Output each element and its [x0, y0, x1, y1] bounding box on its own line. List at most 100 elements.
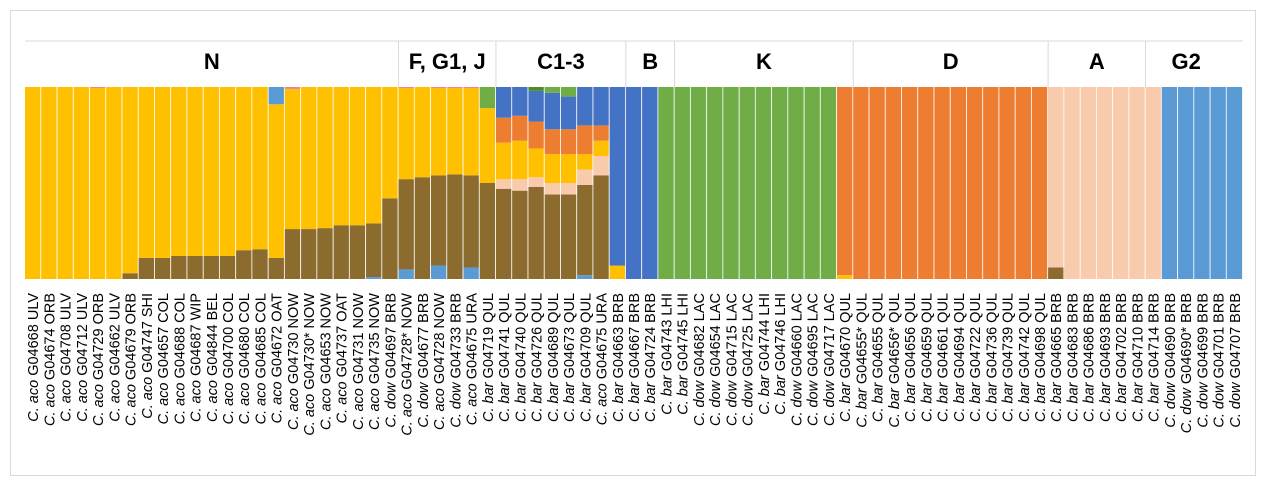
population-code: QUL — [578, 293, 594, 327]
bar-segment-yellow — [236, 87, 253, 251]
bar-segment-lightblue — [1210, 87, 1227, 279]
bar-G04709 — [577, 87, 594, 279]
bar-gap — [218, 87, 220, 279]
bar-gap — [1030, 87, 1032, 279]
species-abbrev: C. bar — [676, 374, 692, 415]
group-label: C1-3 — [537, 49, 585, 74]
bar-segment-lightblue — [463, 267, 480, 279]
sample-label: C. bar G04742 QUL — [1017, 293, 1033, 422]
sample-id: G04675 — [465, 328, 481, 384]
bar-segment-brown — [528, 186, 545, 279]
sample-id: G04656* — [887, 326, 903, 388]
bar-segment-orange — [577, 125, 594, 155]
species-abbrev: C. bar — [627, 381, 643, 422]
bar-segment-yellow — [609, 265, 626, 279]
sample-label: C. aco G04687 WIP — [189, 293, 205, 422]
bar-segment-brown — [577, 184, 594, 276]
species-abbrev: C. dow — [822, 379, 838, 426]
species-abbrev: C. dow — [1228, 381, 1244, 428]
bar-G04687 — [187, 87, 204, 279]
sample-id: G04744 — [757, 320, 773, 376]
species-abbrev: C. aco — [318, 388, 334, 430]
bar-segment-green — [560, 87, 578, 97]
bar-gap — [624, 87, 626, 279]
sample-label: C. dow G04677 BRB — [416, 293, 432, 428]
bar-segment-yellow — [837, 275, 854, 279]
bar-gap — [478, 87, 480, 279]
bar-segment-orange — [1015, 87, 1032, 279]
bar-gap — [1047, 87, 1049, 279]
species-abbrev: C. bar — [1130, 381, 1146, 422]
population-code: BRB — [448, 293, 464, 327]
species-abbrev: C. bar — [1001, 381, 1017, 422]
bar-segment-brown — [219, 255, 237, 279]
sample-id: G04673 — [562, 327, 578, 383]
bar-gap — [527, 87, 529, 279]
bar-gap — [121, 87, 123, 279]
bar-segment-orange — [528, 121, 545, 149]
bar-gap — [738, 87, 740, 279]
bar-gap — [966, 87, 967, 279]
bar-segment-green — [674, 87, 691, 279]
bar-G04743 — [658, 87, 675, 279]
bar-segment-yellow — [479, 108, 496, 183]
bar-G04660 — [788, 87, 805, 279]
sample-label: C. bar G04686 BRB — [1082, 293, 1098, 422]
sample-id: G04731 — [351, 332, 367, 388]
species-abbrev: C. aco — [595, 383, 611, 425]
bar-G04661 — [934, 87, 951, 279]
population-code: COL — [253, 293, 269, 327]
population-code: LAC — [692, 293, 708, 325]
group-label: G2 — [1171, 49, 1200, 74]
bar-segment-yellow — [544, 154, 561, 183]
bar-G04701 — [1210, 87, 1227, 279]
population-code: QUL — [919, 293, 935, 327]
species-abbrev: C. bar — [562, 381, 578, 422]
sample-id: G04712 — [75, 324, 91, 380]
bar-gap — [154, 87, 155, 279]
bar-G04667 — [625, 87, 643, 279]
species-abbrev: C. aco — [302, 394, 318, 436]
sample-id: G04735 — [367, 332, 383, 388]
bar-segment-midblue — [577, 87, 594, 126]
group-label: D — [943, 49, 959, 74]
bar-segment-yellow — [301, 87, 318, 230]
population-code: QUL — [1033, 293, 1049, 327]
bar-G04728* — [398, 87, 415, 279]
sample-label: C. bar G04739 QUL — [1001, 293, 1017, 422]
species-abbrev: C. aco — [351, 388, 367, 430]
sample-id: G04657 — [156, 327, 172, 383]
population-code: QUL — [481, 293, 497, 327]
bar-segment-green — [739, 87, 756, 279]
sample-id: G04729 — [91, 328, 107, 384]
bar-segment-brown — [544, 194, 561, 279]
bar-segment-yellow — [41, 87, 58, 279]
sample-label: C. aco G04728* NOW — [400, 293, 416, 436]
bar-segment-yellow — [382, 87, 399, 199]
bar-segment-brown — [122, 273, 139, 279]
bar-segment-midblue — [544, 92, 561, 130]
sample-id: G04722 — [968, 327, 984, 383]
bar-gap — [1095, 87, 1097, 279]
population-code: COL — [221, 293, 237, 327]
bar-segment-pink — [463, 87, 480, 88]
bar-gap — [1112, 87, 1114, 279]
bar-segment-lightblue — [366, 277, 383, 279]
sample-id: G04746 — [773, 320, 789, 376]
population-code: ULV — [59, 293, 75, 324]
sample-label: C. bar G04719 QUL — [481, 293, 497, 422]
bar-segment-brown — [431, 175, 448, 266]
bar-G04736 — [983, 87, 1000, 279]
sample-id: G04688 — [172, 327, 188, 383]
bar-segment-peach — [1064, 87, 1081, 279]
bar-gap — [560, 87, 561, 279]
species-abbrev: C. bar — [1114, 381, 1130, 422]
bar-G04717 — [820, 87, 837, 279]
bar-segment-brown — [317, 228, 334, 279]
population-code: ULV — [26, 293, 42, 324]
bar-G04668 — [25, 87, 42, 279]
population-code: LAC — [708, 293, 724, 325]
sample-id: G04661 — [936, 327, 952, 383]
bar-segment-orange — [544, 129, 561, 155]
species-abbrev: C. bar — [1049, 381, 1065, 422]
